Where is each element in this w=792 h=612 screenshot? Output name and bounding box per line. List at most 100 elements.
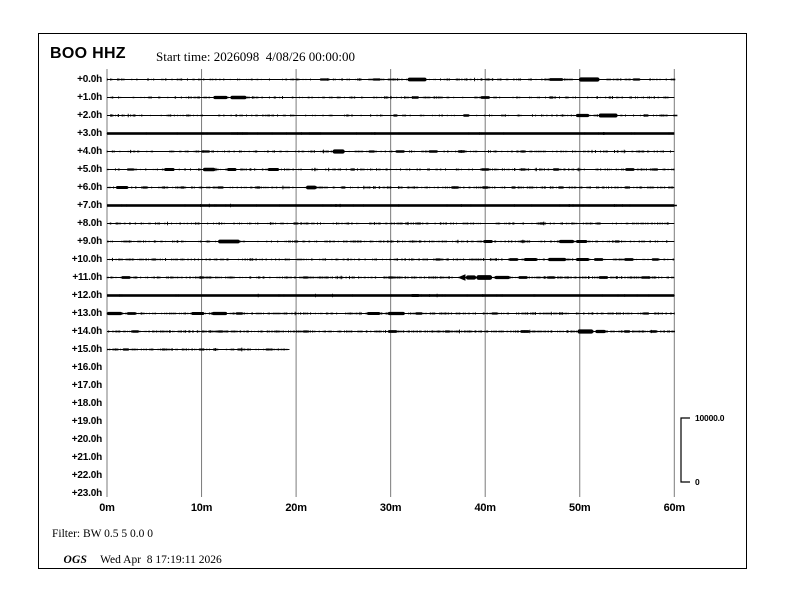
trace-burst: [306, 185, 317, 190]
scale-min-label: 0: [695, 477, 700, 487]
trace-burst: [332, 149, 345, 154]
trace-burst: [387, 330, 398, 333]
hour-label: +17.0h: [71, 380, 102, 391]
trace-burst: [350, 168, 356, 171]
trace-burst: [549, 78, 564, 81]
trace-burst: [115, 186, 129, 189]
trace-burst: [598, 113, 618, 118]
trace-burst: [141, 186, 148, 189]
trace-burst: [387, 311, 405, 316]
trace-burst: [293, 222, 299, 225]
hour-label: +10.0h: [71, 254, 102, 265]
trace-burst: [596, 222, 602, 225]
trace-burst: [518, 276, 528, 279]
trace-burst: [368, 150, 376, 153]
trace-burst: [211, 311, 228, 316]
trace-burst: [652, 168, 659, 171]
trace-burst: [180, 186, 186, 189]
hour-label: +15.0h: [71, 344, 102, 355]
trace-burst: [508, 258, 519, 261]
trace-burst: [575, 257, 590, 262]
trace-burst: [415, 312, 423, 315]
trace-burst: [267, 167, 280, 172]
trace-burst: [548, 257, 567, 262]
trace-burst: [235, 312, 244, 315]
trace-burst: [122, 348, 130, 351]
minute-tick-label: 60m: [663, 502, 686, 514]
trace-burst: [558, 312, 564, 315]
trace-burst: [407, 77, 427, 82]
trace-burst: [523, 257, 538, 262]
trace-burst: [552, 168, 560, 171]
trace-burst: [121, 276, 131, 279]
trace-burst: [227, 167, 237, 172]
trace-burst: [435, 258, 441, 261]
trace-burst: [265, 348, 271, 351]
trace-burst: [649, 330, 658, 333]
hour-label: +6.0h: [77, 182, 102, 193]
trace-burst: [483, 240, 493, 243]
trace-burst: [575, 240, 588, 243]
trace-burst: [593, 258, 604, 261]
trace-burst: [416, 222, 422, 225]
trace-burst: [387, 276, 394, 279]
trace-noise: [107, 221, 673, 226]
hour-label: +20.0h: [71, 434, 102, 445]
trace-burst: [642, 312, 650, 315]
trace-burst: [520, 168, 526, 171]
hour-label: +1.0h: [77, 92, 102, 103]
trace-burst: [520, 330, 530, 333]
trace-burst: [462, 114, 470, 117]
trace-burst: [577, 329, 594, 334]
trace-burst: [126, 168, 135, 171]
trace-burst: [444, 330, 451, 333]
trace-burst: [395, 150, 405, 153]
trace-burst: [131, 330, 140, 333]
trace-burst: [161, 348, 167, 351]
hour-label: +8.0h: [77, 218, 102, 229]
trace-burst: [641, 276, 651, 279]
figure-border: [38, 33, 747, 569]
trace-burst: [623, 330, 631, 333]
hour-label: +2.0h: [77, 110, 102, 121]
trace-burst: [578, 77, 600, 82]
trace-burst: [511, 186, 516, 189]
trace-burst: [410, 294, 420, 297]
hour-label: +4.0h: [77, 146, 102, 157]
trace-burst: [151, 258, 157, 261]
trace-burst: [651, 258, 660, 261]
trace-burst: [480, 168, 490, 171]
scale-max-label: 10000.0: [695, 413, 725, 423]
minute-tick-label: 40m: [474, 502, 496, 514]
trace-burst: [230, 95, 247, 100]
trace-burst: [457, 150, 466, 153]
footer-line: OGS Wed Apr 8 17:19:11 2026: [52, 542, 222, 578]
trace-baseline: [107, 115, 675, 116]
trace-burst: [598, 276, 609, 279]
hour-label: +0.0h: [77, 74, 102, 85]
trace-noise: [109, 293, 675, 298]
hour-label: +13.0h: [71, 308, 102, 319]
start-time-label: Start time: 2026098 4/08/26 00:00:00: [156, 49, 355, 64]
trace-burst: [615, 240, 620, 243]
minute-tick-label: 20m: [285, 502, 307, 514]
trace-burst: [480, 96, 490, 99]
agency-label: OGS: [63, 554, 88, 566]
trace-burst: [520, 240, 526, 243]
trace-burst: [520, 150, 526, 153]
trace-baseline: [107, 151, 675, 152]
trace-burst: [411, 96, 420, 99]
trace-burst: [202, 167, 216, 172]
trace-burst: [624, 186, 630, 189]
trace-burst: [237, 348, 242, 351]
trace-burst: [643, 114, 649, 117]
trace-burst: [625, 168, 635, 171]
trace-burst: [218, 239, 240, 244]
trace-burst: [539, 222, 545, 225]
trace-burst: [372, 78, 381, 81]
hour-label: +21.0h: [71, 452, 102, 463]
trace-burst: [428, 150, 438, 153]
trace-baseline: [107, 294, 675, 297]
